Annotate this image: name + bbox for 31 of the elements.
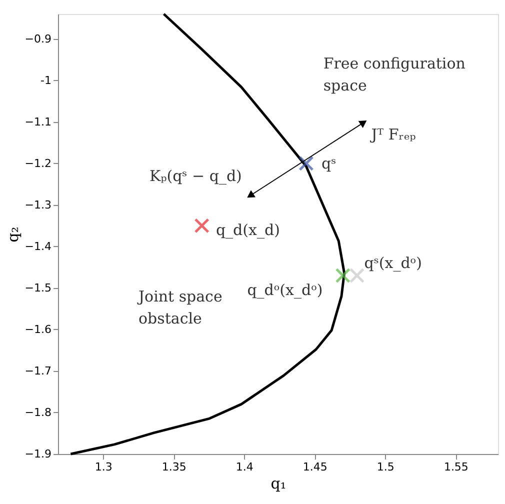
- x-tick-label: 1.3: [94, 460, 112, 474]
- annotation: Free configuration space: [323, 54, 466, 95]
- annotation: q_d(x_d): [216, 221, 280, 240]
- y-tick-label: −1.5: [24, 281, 52, 294]
- annotation: Joint space obstacle: [136, 287, 222, 328]
- x-tick-label: 1.55: [444, 460, 468, 474]
- y-tick-label: −0.9: [24, 32, 52, 46]
- y-tick-label: -1: [40, 74, 52, 87]
- y-tick-label: −1.4: [24, 240, 52, 253]
- point: [349, 268, 365, 284]
- x-tick-label: 1.35: [162, 460, 186, 474]
- annotation: Kₚ(qˢ − q_d): [150, 166, 242, 185]
- point: [335, 268, 350, 284]
- y-axis-title: q₂: [4, 226, 22, 242]
- y-tick-label: −1.6: [24, 322, 52, 336]
- annotation: qˢ(x_dᵒ): [364, 254, 422, 272]
- annotation: q_dᵒ(x_dᵒ): [247, 280, 323, 299]
- y-tick-label: −1.3: [24, 198, 52, 212]
- x-tick-label: 1.4: [236, 460, 254, 474]
- x-tick-label: 1.5: [376, 460, 394, 474]
- y-tick-label: −1.7: [24, 364, 52, 378]
- y-tick-label: −1.2: [24, 156, 52, 170]
- point: [298, 156, 314, 172]
- annotation: Jᵀ Fᵣₑₚ: [369, 126, 416, 144]
- annotation: qˢ: [322, 154, 336, 173]
- point: [194, 218, 210, 234]
- y-tick-label: −1.1: [24, 115, 52, 128]
- x-tick-label: 1.45: [302, 460, 328, 474]
- x-axis-title: q₁: [270, 474, 286, 492]
- y-tick-label: −1.9: [24, 448, 52, 460]
- y-tick-label: −1.8: [24, 406, 52, 419]
